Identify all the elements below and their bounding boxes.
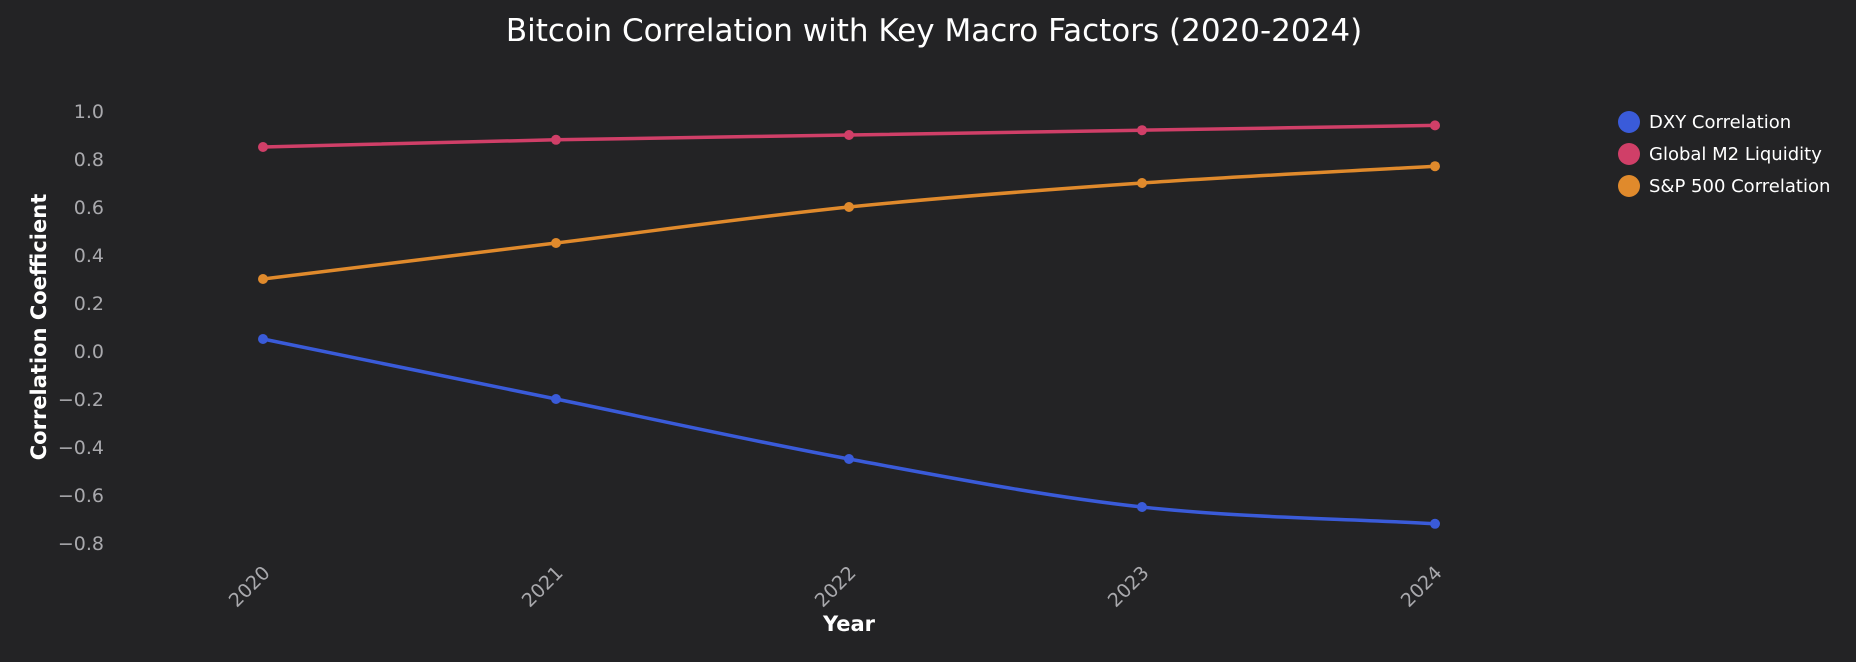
data-point	[1137, 178, 1147, 188]
legend-label: DXY Correlation	[1649, 112, 1791, 133]
chart-title: Bitcoin Correlation with Key Macro Facto…	[506, 13, 1362, 49]
y-axis-label: Correlation Coefficient	[27, 194, 51, 460]
y-tick-label: −0.8	[58, 533, 104, 555]
y-tick-label: −0.6	[58, 485, 104, 507]
legend-marker	[1618, 111, 1640, 133]
legend-marker	[1618, 175, 1640, 197]
y-tick-label: 1.0	[74, 101, 104, 123]
x-tick-label: 2022	[811, 562, 861, 612]
legend: DXY Correlation Global M2 Liquidity S&P 50…	[1618, 111, 1830, 197]
data-point	[1430, 518, 1440, 529]
data-point	[844, 130, 854, 140]
y-tick-label: 0.8	[74, 149, 104, 171]
x-tick-label: 2021	[518, 562, 568, 612]
y-tick-label: −0.2	[58, 389, 104, 411]
series-lines	[261, 123, 1437, 526]
data-point	[1430, 161, 1440, 172]
data-point	[844, 202, 854, 212]
data-point	[1137, 502, 1147, 512]
legend-label: Global M2 Liquidity	[1649, 144, 1822, 165]
x-tick-label: 2023	[1104, 562, 1154, 612]
data-point	[551, 238, 561, 248]
x-axis-label: Year	[822, 612, 876, 636]
data-point	[258, 142, 268, 152]
y-tick-label: 0.6	[74, 197, 104, 219]
x-tick-label: 2020	[225, 562, 275, 612]
data-point	[1430, 120, 1440, 131]
data-point	[551, 134, 561, 145]
y-tick-label: 0.2	[74, 293, 104, 315]
series-line	[261, 337, 1437, 526]
data-point	[844, 454, 854, 464]
y-axis-ticks: 1.0 0.8 0.6 0.4 0.2 0.0 −0.2 −0.4 −0.6 −0.8	[58, 101, 104, 555]
data-point	[551, 394, 561, 404]
y-tick-label: 0.0	[74, 341, 104, 363]
data-point	[258, 334, 268, 344]
x-tick-label: 2024	[1397, 562, 1447, 612]
y-tick-label: 0.4	[74, 245, 104, 267]
series-points	[258, 120, 1440, 529]
series-line	[261, 164, 1437, 281]
x-axis-ticks: 2020 2021 2022 2023 2024	[225, 562, 1447, 612]
legend-label: S&P 500 Correlation	[1649, 176, 1830, 197]
legend-marker	[1618, 143, 1640, 165]
y-tick-label: −0.4	[58, 437, 104, 459]
data-point	[258, 274, 268, 284]
data-point	[1137, 125, 1147, 136]
